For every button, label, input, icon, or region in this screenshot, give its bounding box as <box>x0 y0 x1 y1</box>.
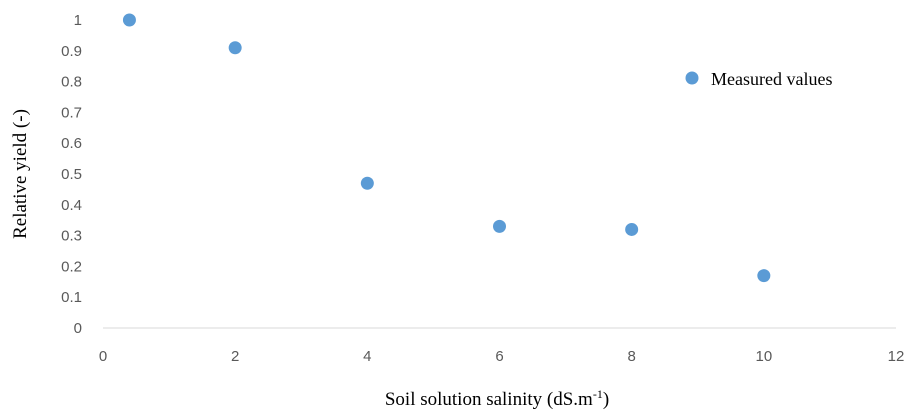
x-axis-title-superscript: -1 <box>593 387 603 401</box>
x-axis-title: Soil solution salinity (dS.m-1) <box>385 387 609 410</box>
y-axis-ticks: 0 0.1 0.2 0.3 0.4 0.5 0.6 0.7 0.8 0.9 1 <box>61 12 82 337</box>
x-tick-label: 0 <box>99 348 107 365</box>
data-point <box>122 13 136 27</box>
y-tick-label: 0.3 <box>61 228 82 245</box>
y-axis-title: Relative yield (-) <box>10 109 31 239</box>
y-tick-label: 0.5 <box>61 166 82 183</box>
x-tick-label: 2 <box>231 348 239 365</box>
y-tick-label: 0.9 <box>61 43 82 60</box>
x-tick-label: 4 <box>363 348 371 365</box>
x-axis-title-suffix: ) <box>603 389 609 410</box>
y-tick-label: 1 <box>74 12 82 29</box>
y-tick-label: 0.1 <box>61 289 82 306</box>
data-point <box>228 41 242 55</box>
legend: Measured values <box>685 69 832 89</box>
x-axis-ticks: 0 2 4 6 8 10 12 <box>99 348 905 365</box>
y-tick-label: 0.4 <box>61 197 82 214</box>
data-point <box>493 219 506 233</box>
y-tick-label: 0.6 <box>61 135 82 152</box>
legend-marker <box>685 71 699 85</box>
y-tick-label: 0.8 <box>61 74 82 91</box>
x-tick-label: 8 <box>627 348 635 365</box>
data-point <box>757 269 771 283</box>
y-tick-label: 0.2 <box>61 258 82 275</box>
data-points <box>122 13 771 283</box>
x-tick-label: 10 <box>755 348 772 365</box>
data-point <box>625 222 639 236</box>
y-tick-label: 0 <box>74 320 82 337</box>
data-point <box>360 176 374 190</box>
x-axis-title-main: Soil solution salinity (dS.m <box>385 389 593 410</box>
y-tick-label: 0.7 <box>61 104 82 121</box>
x-tick-label: 12 <box>888 348 905 365</box>
x-tick-label: 6 <box>495 348 503 365</box>
legend-label: Measured values <box>711 69 832 89</box>
